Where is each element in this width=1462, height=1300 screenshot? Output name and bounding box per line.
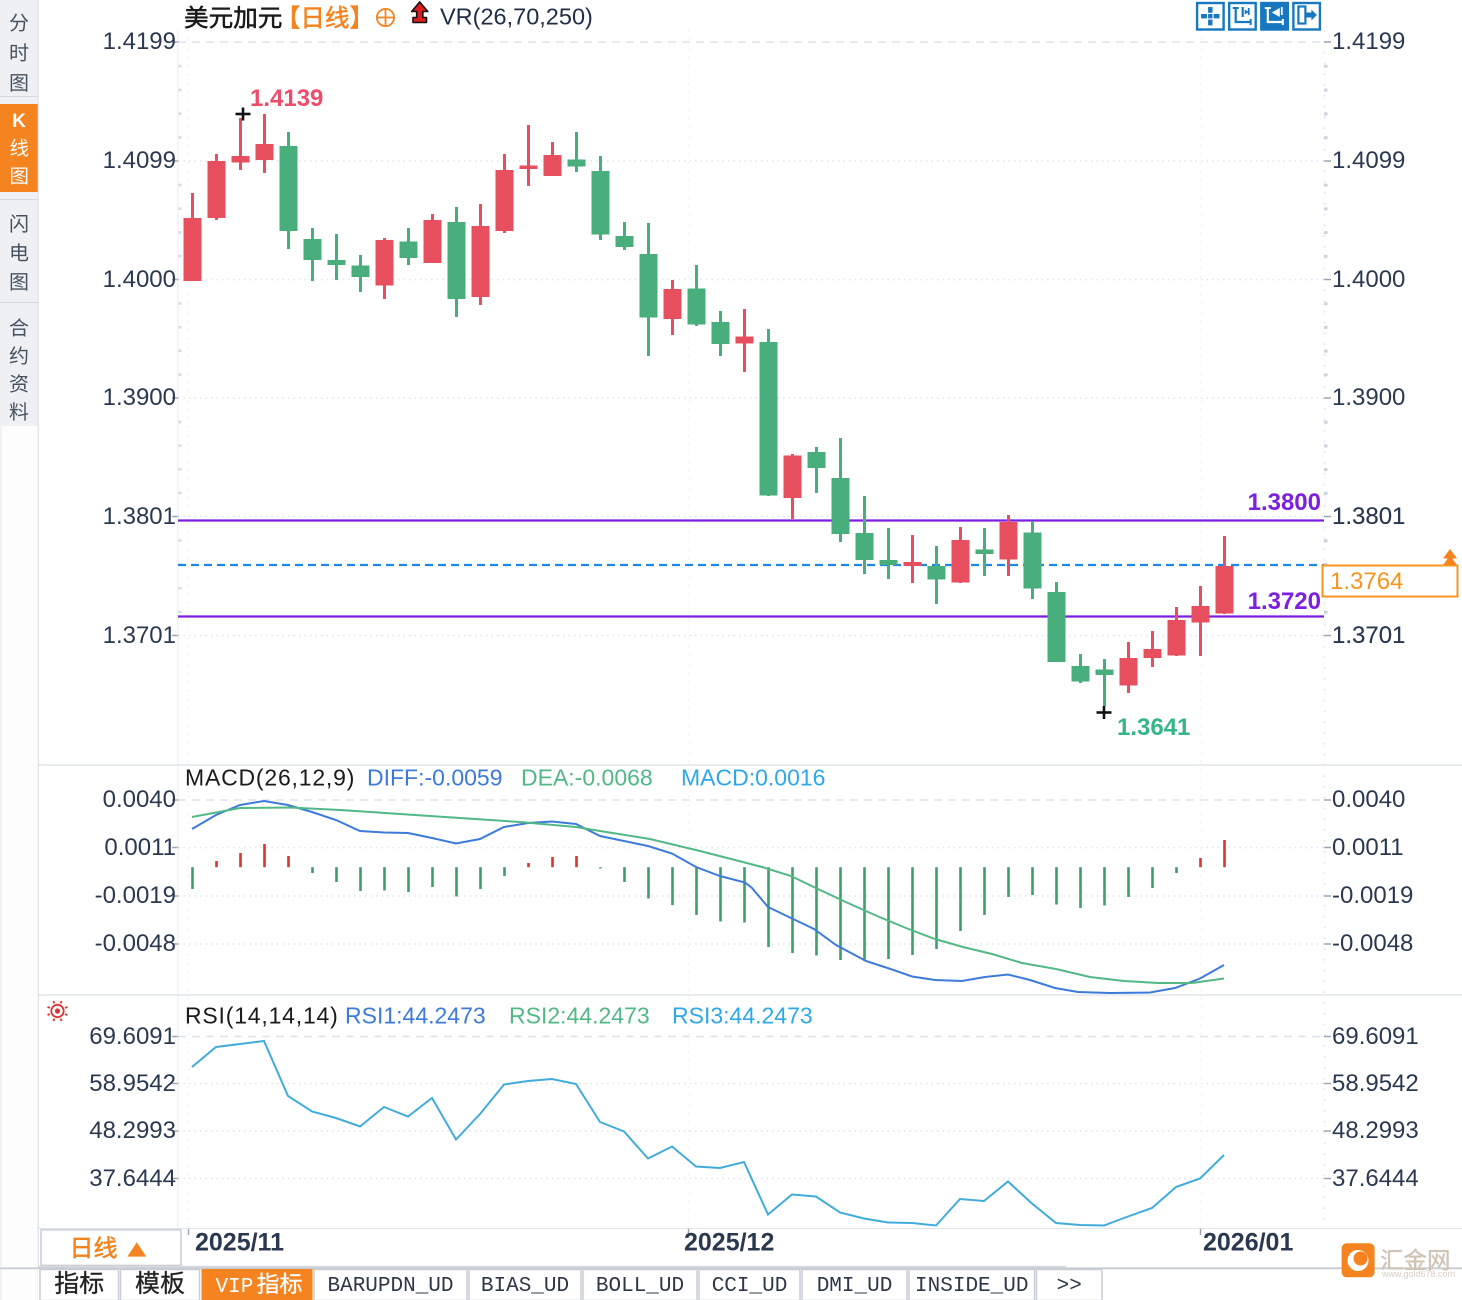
svg-text:BOLL_UD: BOLL_UD <box>596 1275 684 1298</box>
svg-text:BARUPDN_UD: BARUPDN_UD <box>327 1275 453 1298</box>
svg-text:BIAS_UD: BIAS_UD <box>481 1275 569 1298</box>
svg-text:INSIDE_UD: INSIDE_UD <box>915 1275 1028 1298</box>
svg-text:K: K <box>12 111 26 132</box>
svg-text:DMI_UD: DMI_UD <box>817 1275 893 1298</box>
svg-text:>>: >> <box>1057 1275 1082 1298</box>
svg-text:VIP: VIP <box>216 1276 254 1299</box>
svg-text:CCI_UD: CCI_UD <box>712 1275 788 1298</box>
